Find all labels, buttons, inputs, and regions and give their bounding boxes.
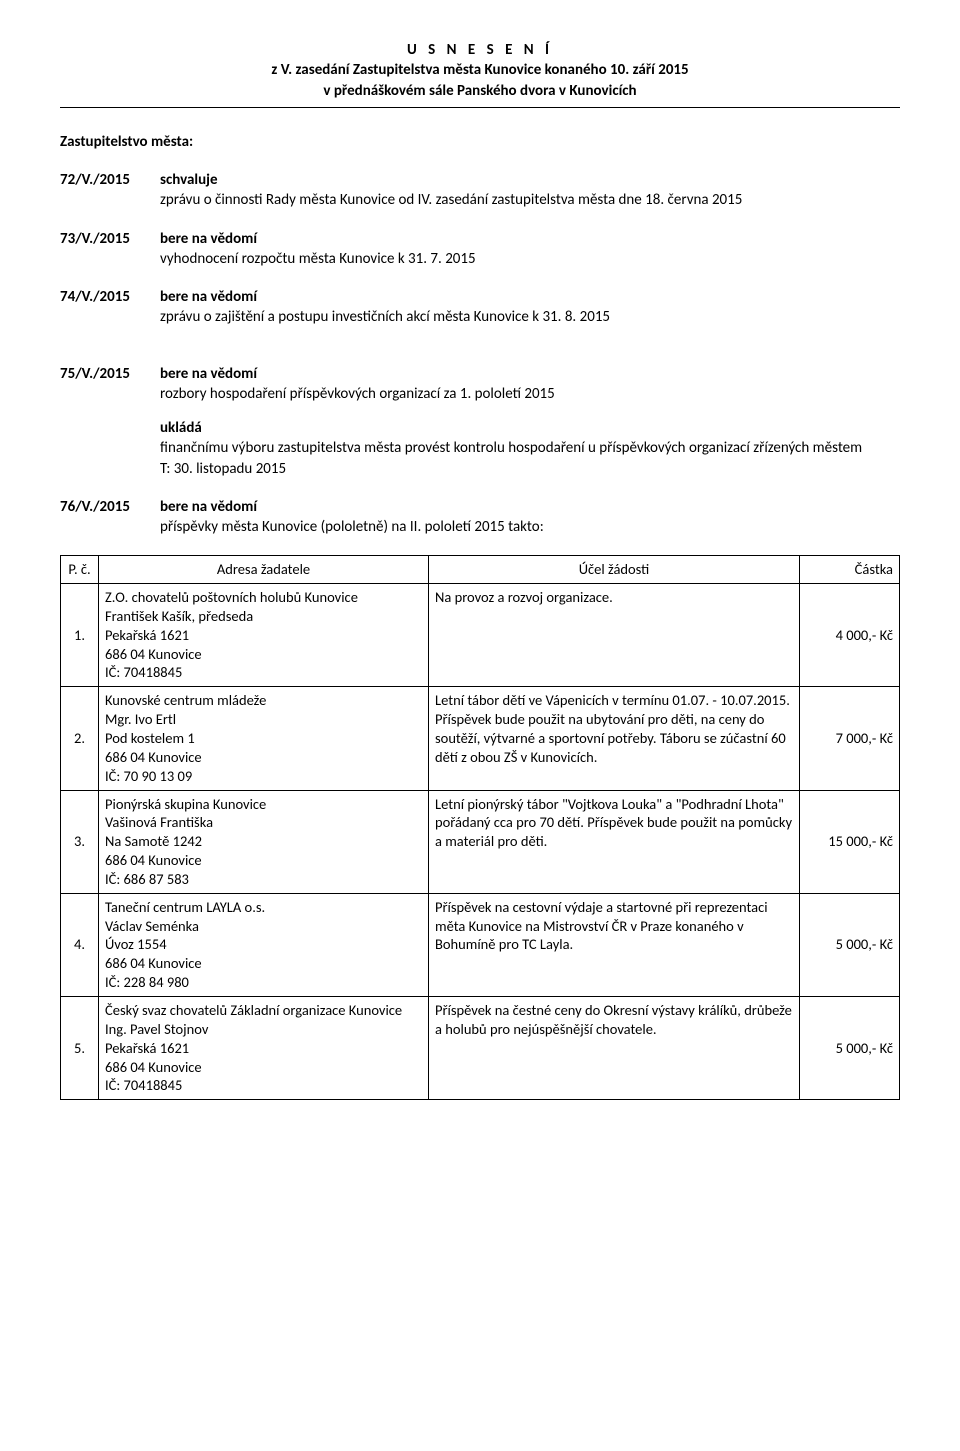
table-row: 5. Český svaz chovatelů Základní organiz…: [61, 996, 900, 1099]
cell-purpose: Letní tábor dětí ve Vápenicích v termínu…: [429, 687, 800, 790]
item-text: zprávu o činnosti Rady města Kunovice od…: [160, 190, 900, 210]
doc-subtitle-2: v přednáškovém sále Panského dvora v Kun…: [60, 81, 900, 101]
item-text: příspěvky města Kunovice (pololetně) na …: [160, 517, 900, 537]
cell-purpose: Příspěvek na čestné ceny do Okresní výst…: [429, 996, 800, 1099]
item-number: 74/V./2015: [60, 287, 160, 328]
header-divider: [60, 107, 900, 108]
item-text: rozbory hospodaření příspěvkových organi…: [160, 384, 900, 404]
doc-subtitle-1: z V. zasedání Zastupitelstva města Kunov…: [60, 60, 900, 80]
col-header-number: P. č.: [61, 556, 99, 584]
cell-number: 1.: [61, 584, 99, 687]
resolution-item: 76/V./2015 bere na vědomí příspěvky měst…: [60, 497, 900, 538]
item-action: bere na vědomí: [160, 364, 900, 384]
col-header-amount: Částka: [800, 556, 900, 584]
item-body: bere na vědomí rozbory hospodaření přísp…: [160, 364, 900, 479]
item-number: 73/V./2015: [60, 229, 160, 270]
item-number: 72/V./2015: [60, 170, 160, 211]
item-sub-deadline: T: 30. listopadu 2015: [160, 459, 900, 479]
cell-number: 2.: [61, 687, 99, 790]
item-sub-text: finančnímu výboru zastupitelstva města p…: [160, 438, 900, 458]
item-subblock: ukládá finančnímu výboru zastupitelstva …: [160, 418, 900, 479]
item-number: 76/V./2015: [60, 497, 160, 538]
item-body: bere na vědomí zprávu o zajištění a post…: [160, 287, 900, 328]
resolution-item: 74/V./2015 bere na vědomí zprávu o zajiš…: [60, 287, 900, 328]
cell-address: Kunovské centrum mládeže Mgr. Ivo Ertl P…: [99, 687, 429, 790]
cell-purpose: Na provoz a rozvoj organizace.: [429, 584, 800, 687]
resolution-item: 72/V./2015 schvaluje zprávu o činnosti R…: [60, 170, 900, 211]
table-row: 4. Taneční centrum LAYLA o.s. Václav Sem…: [61, 893, 900, 996]
cell-amount: 5 000,- Kč: [800, 893, 900, 996]
cell-amount: 7 000,- Kč: [800, 687, 900, 790]
item-sub-action: ukládá: [160, 418, 900, 438]
item-action: bere na vědomí: [160, 229, 900, 249]
item-number: 75/V./2015: [60, 364, 160, 479]
doc-title: U S N E S E N Í: [60, 40, 900, 60]
cell-number: 4.: [61, 893, 99, 996]
cell-number: 3.: [61, 790, 99, 893]
item-action: bere na vědomí: [160, 287, 900, 307]
cell-amount: 15 000,- Kč: [800, 790, 900, 893]
item-text: vyhodnocení rozpočtu města Kunovice k 31…: [160, 249, 900, 269]
section-label: Zastupitelstvo města:: [60, 132, 900, 152]
cell-address: Český svaz chovatelů Základní organizace…: [99, 996, 429, 1099]
table-header-row: P. č. Adresa žadatele Účel žádosti Částk…: [61, 556, 900, 584]
table-row: 3. Pionýrská skupina Kunovice Vašinová F…: [61, 790, 900, 893]
cell-address: Taneční centrum LAYLA o.s. Václav Seménk…: [99, 893, 429, 996]
cell-address: Z.O. chovatelů poštovních holubů Kunovic…: [99, 584, 429, 687]
item-body: schvaluje zprávu o činnosti Rady města K…: [160, 170, 900, 211]
resolution-item: 75/V./2015 bere na vědomí rozbory hospod…: [60, 364, 900, 479]
document-header: U S N E S E N Í z V. zasedání Zastupitel…: [60, 40, 900, 101]
cell-purpose: Příspěvek na cestovní výdaje a startovné…: [429, 893, 800, 996]
item-action: schvaluje: [160, 170, 900, 190]
cell-amount: 5 000,- Kč: [800, 996, 900, 1099]
item-text: zprávu o zajištění a postupu investičníc…: [160, 307, 900, 327]
item-body: bere na vědomí vyhodnocení rozpočtu měst…: [160, 229, 900, 270]
resolution-item: 73/V./2015 bere na vědomí vyhodnocení ro…: [60, 229, 900, 270]
col-header-address: Adresa žadatele: [99, 556, 429, 584]
contributions-table: P. č. Adresa žadatele Účel žádosti Částk…: [60, 555, 900, 1100]
table-row: 1. Z.O. chovatelů poštovních holubů Kuno…: [61, 584, 900, 687]
table-row: 2. Kunovské centrum mládeže Mgr. Ivo Ert…: [61, 687, 900, 790]
cell-purpose: Letní pionýrský tábor "Vojtkova Louka" a…: [429, 790, 800, 893]
cell-amount: 4 000,- Kč: [800, 584, 900, 687]
col-header-purpose: Účel žádosti: [429, 556, 800, 584]
item-body: bere na vědomí příspěvky města Kunovice …: [160, 497, 900, 538]
cell-address: Pionýrská skupina Kunovice Vašinová Fran…: [99, 790, 429, 893]
cell-number: 5.: [61, 996, 99, 1099]
item-action: bere na vědomí: [160, 497, 900, 517]
